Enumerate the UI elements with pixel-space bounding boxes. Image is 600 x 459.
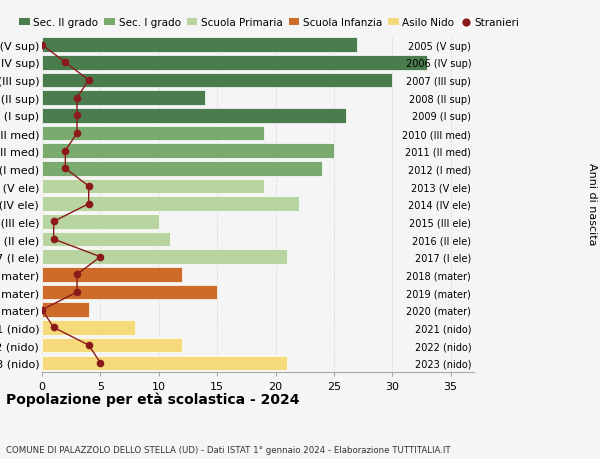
Bar [42,356,287,370]
Bar [42,268,182,282]
Bar [42,109,346,123]
Bar [42,303,89,317]
Bar [42,285,217,300]
Bar [42,320,136,335]
Bar [42,338,182,353]
Bar [42,250,287,264]
Text: Anni di nascita: Anni di nascita [587,163,597,246]
Bar [42,215,159,229]
Bar [42,91,205,106]
Bar [42,179,264,194]
Bar [42,144,334,158]
Bar [42,197,299,212]
Bar [42,56,427,70]
Legend: Sec. II grado, Sec. I grado, Scuola Primaria, Scuola Infanzia, Asilo Nido, Stran: Sec. II grado, Sec. I grado, Scuola Prim… [19,18,520,28]
Text: Popolazione per età scolastica - 2024: Popolazione per età scolastica - 2024 [6,392,299,406]
Bar [42,73,392,88]
Text: COMUNE DI PALAZZOLO DELLO STELLA (UD) - Dati ISTAT 1° gennaio 2024 - Elaborazion: COMUNE DI PALAZZOLO DELLO STELLA (UD) - … [6,445,451,454]
Bar [42,232,170,247]
Bar [42,162,322,176]
Bar [42,38,357,53]
Bar [42,127,264,141]
